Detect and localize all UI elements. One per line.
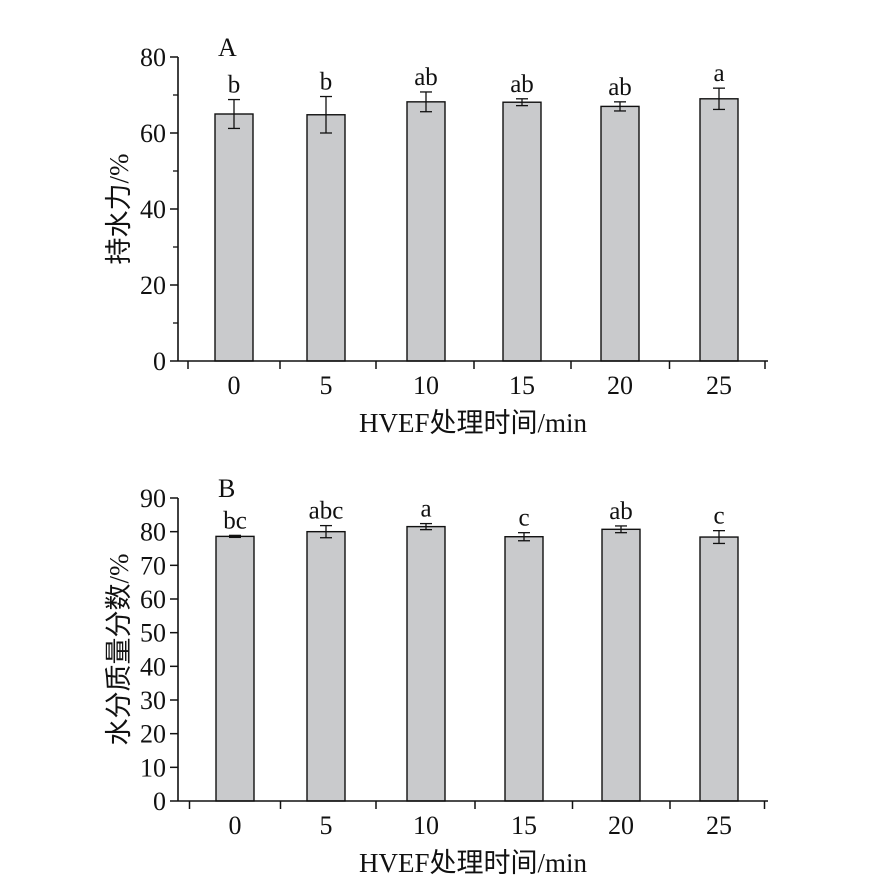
bar-5 — [306, 114, 346, 362]
significance-label: c — [713, 503, 724, 530]
significance-label: ab — [609, 498, 633, 525]
y-tick-label: 90 — [140, 484, 166, 513]
y-tick-label: 40 — [140, 195, 166, 224]
significance-label: bc — [223, 507, 247, 534]
x-tick-label: 5 — [320, 811, 333, 840]
y-tick-label: 70 — [140, 551, 166, 580]
significance-label: ab — [608, 74, 632, 101]
x-tick-label: 25 — [706, 811, 732, 840]
x-tick-label: 20 — [608, 811, 634, 840]
y-tick-label: 0 — [153, 347, 166, 376]
x-tick-label: 10 — [413, 811, 439, 840]
significance-label: a — [713, 60, 724, 87]
bar-25 — [699, 98, 739, 362]
y-tick-label: 0 — [153, 787, 166, 816]
bar-0 — [214, 113, 254, 362]
bar-20 — [601, 528, 641, 802]
x-tick-label: 20 — [607, 371, 633, 400]
x-tick-label: 0 — [228, 371, 241, 400]
x-tick-label: 15 — [511, 811, 537, 840]
bar-25 — [699, 536, 739, 802]
bar-5 — [306, 530, 346, 802]
x-tick-label: 15 — [509, 371, 535, 400]
x-tick-label: 5 — [320, 371, 333, 400]
y-axis-label: 持水力/% — [104, 154, 134, 265]
x-axis-label: HVEF处理时间/min — [359, 848, 588, 878]
x-tick-label: 25 — [706, 371, 732, 400]
y-tick-label: 20 — [140, 271, 166, 300]
significance-label: abc — [309, 498, 344, 525]
y-tick-label: 20 — [140, 720, 166, 749]
significance-label: b — [320, 69, 333, 96]
significance-label: c — [518, 505, 529, 532]
x-axis-label: HVEF处理时间/min — [359, 408, 588, 438]
significance-label: b — [228, 72, 241, 99]
y-tick-label: 60 — [140, 119, 166, 148]
significance-label: ab — [414, 64, 438, 91]
bar-10 — [406, 101, 446, 362]
y-tick-label: 50 — [140, 619, 166, 648]
y-axis-label: 水分质量分数/% — [104, 554, 134, 746]
significance-label: ab — [510, 71, 534, 98]
y-tick-label: 60 — [140, 585, 166, 614]
x-tick-label: 10 — [413, 371, 439, 400]
y-tick-label: 30 — [140, 686, 166, 715]
bar-10 — [406, 525, 446, 802]
y-tick-label: 80 — [140, 43, 166, 72]
significance-label: a — [420, 496, 431, 523]
bar-15 — [504, 536, 544, 802]
x-tick-label: 0 — [229, 811, 242, 840]
y-tick-label: 80 — [140, 518, 166, 547]
y-tick-label: 40 — [140, 652, 166, 681]
bar-0 — [215, 535, 255, 802]
panel-label: A — [218, 33, 237, 62]
y-tick-label: 10 — [140, 753, 166, 782]
bar-20 — [600, 105, 640, 362]
bar-15 — [502, 101, 542, 362]
panel-label: B — [218, 474, 235, 503]
